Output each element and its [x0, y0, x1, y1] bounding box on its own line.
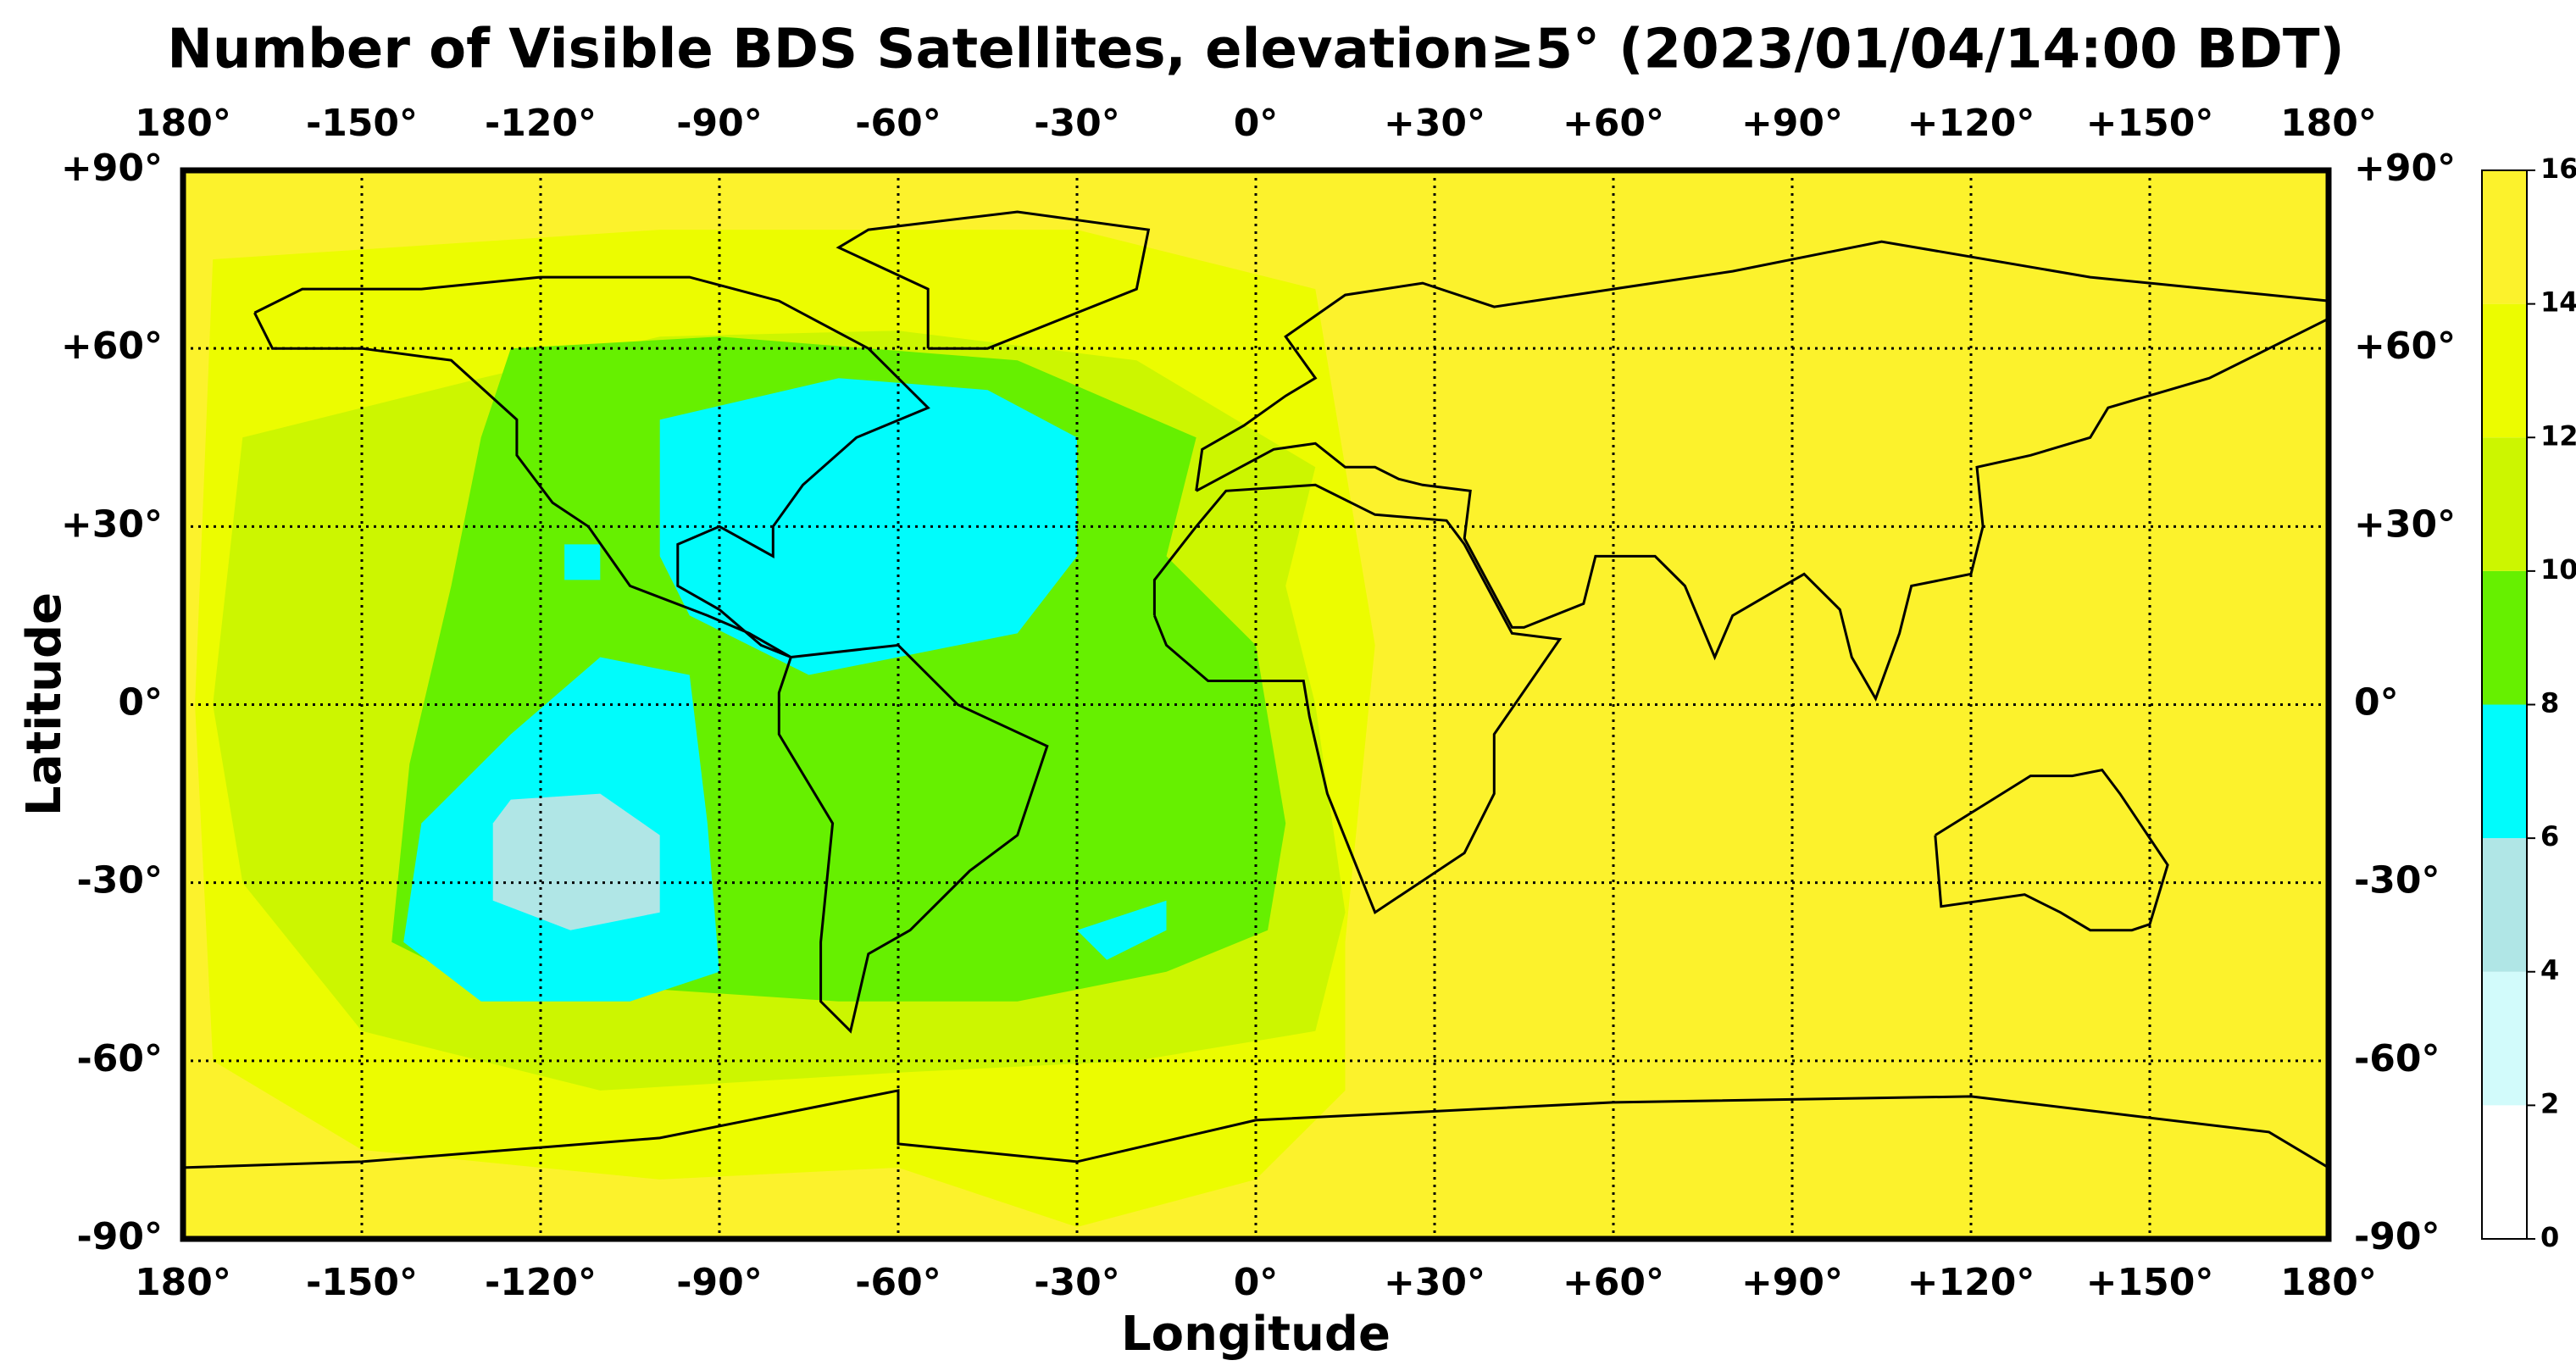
coastline [1195, 240, 2330, 702]
y-tick-label: -90° [2354, 1215, 2440, 1258]
x-tick-label: 180° [135, 1261, 231, 1304]
y-tick-label: +60° [61, 325, 163, 368]
x-tick-label: -60° [855, 102, 941, 145]
x-tick-label: +120° [1907, 102, 2035, 145]
x-tick-label: -60° [855, 1261, 941, 1304]
x-tick-label: -90° [676, 1261, 763, 1304]
x-tick-label: 180° [135, 102, 231, 145]
y-tick-label: -30° [2354, 859, 2440, 902]
y-tick-label: -60° [2354, 1037, 2440, 1080]
chart-title: Number of Visible BDS Satellites, elevat… [167, 19, 2344, 81]
x-tick-label: -90° [676, 102, 763, 145]
x-tick-label: -150° [306, 1261, 418, 1304]
x-axis-label: Longitude [1121, 1307, 1391, 1362]
y-tick-label: -30° [77, 859, 164, 902]
plot-frame [180, 167, 2332, 1242]
colorbar-tick-label: 10 [2540, 553, 2576, 586]
x-tick-label: +90° [1741, 1261, 1843, 1304]
coastline [182, 1089, 2329, 1169]
x-tick-label: -120° [485, 1261, 597, 1304]
x-tick-label: +30° [1384, 102, 1485, 145]
visibility-region [1077, 900, 1167, 960]
coastline [253, 275, 930, 658]
y-tick-label: 0° [118, 681, 163, 725]
y-tick-label: +90° [2354, 147, 2456, 190]
x-tick-label: +60° [1563, 102, 1664, 145]
x-tick-label: +150° [2086, 102, 2214, 145]
coastline [836, 210, 1151, 350]
coastline [777, 643, 1049, 1034]
x-tick-label: +60° [1563, 1261, 1664, 1304]
colorbar-tick-label: 12 [2540, 419, 2576, 452]
y-tick-label: +90° [61, 147, 163, 190]
colorbar-segment [2482, 437, 2527, 571]
colorbar-segment [2482, 570, 2527, 705]
x-tick-label: -30° [1034, 102, 1120, 145]
colorbar-tick-label: 14 [2540, 286, 2576, 319]
visibility-region [659, 378, 1077, 675]
colorbar-tick-label: 0 [2540, 1221, 2559, 1253]
colorbar-tick-label: 6 [2540, 820, 2559, 852]
colorbar-segment [2482, 170, 2527, 304]
y-tick-label: -90° [77, 1215, 164, 1258]
x-tick-label: -150° [306, 102, 418, 145]
colorbar-tick-label: 4 [2540, 954, 2559, 986]
y-axis-label: Latitude [17, 592, 72, 816]
x-tick-label: 180° [2280, 1261, 2377, 1304]
colorbar-segment [2482, 303, 2527, 438]
x-tick-label: -120° [485, 102, 597, 145]
x-tick-label: 0° [1234, 1261, 1279, 1304]
x-tick-label: +30° [1384, 1261, 1485, 1304]
colorbar-tick-label: 16 [2540, 153, 2576, 185]
y-tick-label: 0° [2354, 681, 2399, 725]
x-tick-label: +150° [2086, 1261, 2214, 1304]
x-tick-label: -30° [1034, 1261, 1120, 1304]
y-tick-label: -60° [77, 1037, 164, 1080]
colorbar-segment [2482, 704, 2527, 839]
colorbar-segment [2482, 1105, 2527, 1239]
colorbar-segment [2482, 838, 2527, 972]
coastline [1152, 483, 1563, 914]
visibility-region [564, 544, 601, 580]
colorbar-tick-label: 8 [2540, 687, 2559, 719]
coastline [1934, 768, 2169, 932]
colorbar-tick-label: 2 [2540, 1087, 2559, 1119]
x-tick-label: +90° [1741, 102, 1843, 145]
x-tick-label: 0° [1234, 102, 1279, 145]
x-tick-label: 180° [2280, 102, 2377, 145]
visibility-region [492, 793, 660, 930]
y-tick-label: +30° [61, 503, 163, 546]
y-tick-label: +60° [2354, 325, 2456, 368]
y-tick-label: +30° [2354, 503, 2456, 546]
colorbar-segment [2482, 971, 2527, 1106]
x-tick-label: +120° [1907, 1261, 2035, 1304]
